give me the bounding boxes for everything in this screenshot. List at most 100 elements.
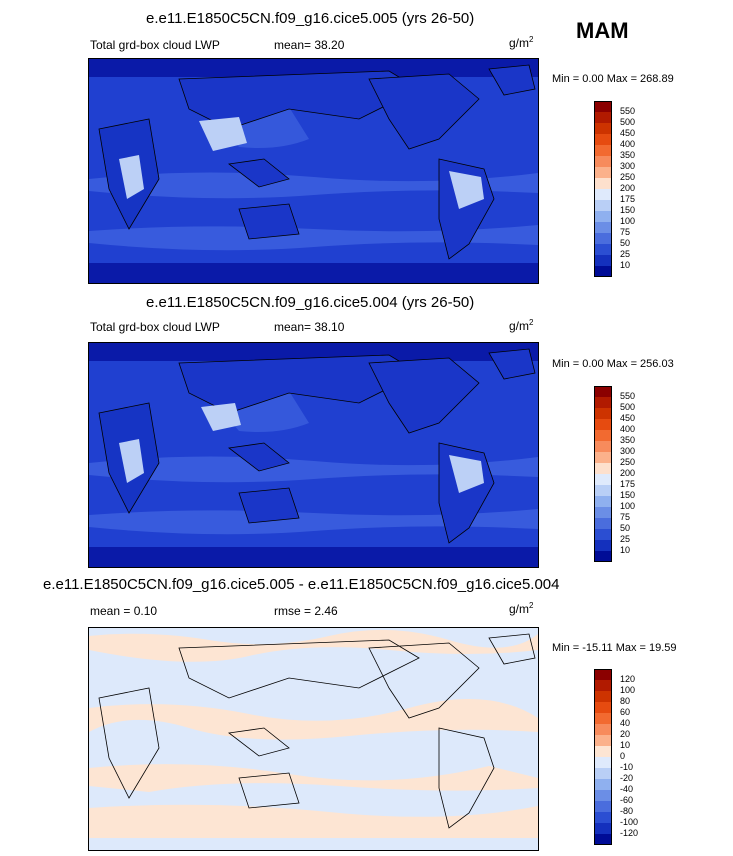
colorbar-level-label: 200 [620, 468, 636, 478]
colorbar-swatch [594, 123, 612, 134]
asia-highlight [199, 117, 247, 151]
colorbar-level-label: 300 [620, 446, 636, 456]
colorbar-swatch [594, 485, 612, 496]
colorbar-level-label: 200 [620, 183, 636, 193]
australia-outline [238, 772, 300, 809]
colorbar-level-label: 60 [620, 707, 631, 717]
panel2-title: e.e11.E1850C5CN.f09_g16.cice5.004 (yrs 2… [146, 294, 475, 311]
diff-positive-tropics [89, 699, 538, 740]
colorbar-swatch [594, 419, 612, 430]
colorbar-level-label: 175 [620, 479, 636, 489]
colorbar-swatch [594, 233, 612, 244]
colorbar-level-label: -40 [620, 784, 634, 794]
colorbar-swatch [594, 713, 612, 724]
panel3-units: g/m2 [509, 601, 533, 616]
colorbar-swatch [594, 167, 612, 178]
panel2-colorbar: 550 500 450 400 350 300 250 200 175 150 100 75 50 25 1… [594, 386, 714, 562]
colorbar-level-label: 350 [620, 150, 636, 160]
colorbar-level-label: 100 [620, 216, 636, 226]
colorbar-swatch [594, 200, 612, 211]
colorbar-level-label: 75 [620, 227, 631, 237]
colorbar-swatch [594, 255, 612, 266]
colorbar-level-label: 120 [620, 674, 636, 684]
colorbar-swatch [594, 518, 612, 529]
diff-positive-southern [89, 804, 538, 838]
panel3-minmax: Min = -15.11 Max = 19.59 [552, 642, 677, 654]
colorbar-swatch [594, 680, 612, 691]
panel2-units-base: g/m [509, 319, 530, 333]
south-america-highlight [449, 455, 484, 493]
colorbar-swatch [594, 452, 612, 463]
panel1-map [88, 58, 539, 284]
panel1-colorbar: 550 500 450 400 350 300 250 200 175 150 100 75 50 25 1… [594, 101, 714, 277]
colorbar-swatch [594, 724, 612, 735]
colorbar-level-label: 80 [620, 696, 631, 706]
eurasia-shape [178, 354, 420, 414]
antarctic-band [89, 547, 538, 567]
indonesia-shape [228, 158, 290, 188]
colorbar-level-label: -60 [620, 795, 634, 805]
greenland-shape [488, 64, 536, 96]
panel3-map-svg [89, 628, 538, 850]
colorbar-level-label: -80 [620, 806, 634, 816]
colorbar-swatch [594, 540, 612, 551]
colorbar-level-label: 40 [620, 718, 631, 728]
colorbar-swatch [594, 178, 612, 189]
colorbar-swatch [594, 386, 612, 397]
colorbar-level-label: 250 [620, 172, 636, 182]
colorbar-swatch [594, 211, 612, 222]
panel1-map-svg [89, 59, 538, 283]
colorbar-level-label: 175 [620, 194, 636, 204]
colorbar-swatch [594, 507, 612, 518]
colorbar-level-label: 10 [620, 260, 631, 270]
panel3-rmse: rmse = 2.46 [274, 604, 338, 618]
colorbar-level-label: -120 [620, 828, 639, 838]
africa-highlight [119, 439, 144, 483]
panel2-mean: mean= 38.10 [274, 320, 345, 334]
diff-positive-subtropics [89, 764, 538, 792]
colorbar-swatch [594, 222, 612, 233]
colorbar-level-label: 300 [620, 161, 636, 171]
colorbar-swatch [594, 834, 612, 845]
itcz-band [89, 172, 538, 199]
panel1-mean: mean= 38.20 [274, 38, 345, 52]
colorbar-level-label: 150 [620, 490, 636, 500]
eurasia-outline [178, 639, 420, 699]
colorbar-level-label: -10 [620, 762, 634, 772]
panel3-map [88, 627, 539, 851]
colorbar-swatch [594, 408, 612, 419]
africa-highlight [119, 155, 144, 199]
colorbar-level-label: 150 [620, 205, 636, 215]
southern-storm-band [89, 225, 538, 251]
antarctic-band [89, 263, 538, 283]
colorbar-level-label: 550 [620, 391, 636, 401]
colorbar-level-label: -100 [620, 817, 639, 827]
colorbar-swatch [594, 790, 612, 801]
australia-shape [238, 203, 300, 240]
colorbar-swatch [594, 779, 612, 790]
panel1-minmax: Min = 0.00 Max = 268.89 [552, 73, 674, 85]
colorbar-swatch [594, 112, 612, 123]
colorbar-swatch [594, 134, 612, 145]
colorbar-swatch [594, 496, 612, 507]
north-america-shape [368, 73, 480, 150]
colorbar-level-label: 10 [620, 740, 631, 750]
coastlines [98, 633, 536, 829]
colorbar-level-label: 350 [620, 435, 636, 445]
colorbar-level-label: 50 [620, 238, 631, 248]
diff-positive-north [89, 629, 538, 662]
north-america-outline [368, 642, 480, 719]
colorbar-swatch [594, 441, 612, 452]
panel1-variable-label: Total grd-box cloud LWP [90, 38, 220, 52]
africa-outline [98, 687, 160, 799]
panel3-title: e.e11.E1850C5CN.f09_g16.cice5.005 - e.e1… [43, 576, 560, 593]
colorbar-swatch [594, 101, 612, 112]
panel2-units: g/m2 [509, 318, 533, 333]
arctic-band [89, 59, 538, 77]
colorbar-level-label: 500 [620, 402, 636, 412]
colorbar-level-label: -20 [620, 773, 634, 783]
colorbar-swatch [594, 735, 612, 746]
south-america-outline [438, 727, 495, 829]
colorbar-swatch [594, 551, 612, 562]
colorbar-swatch [594, 669, 612, 680]
